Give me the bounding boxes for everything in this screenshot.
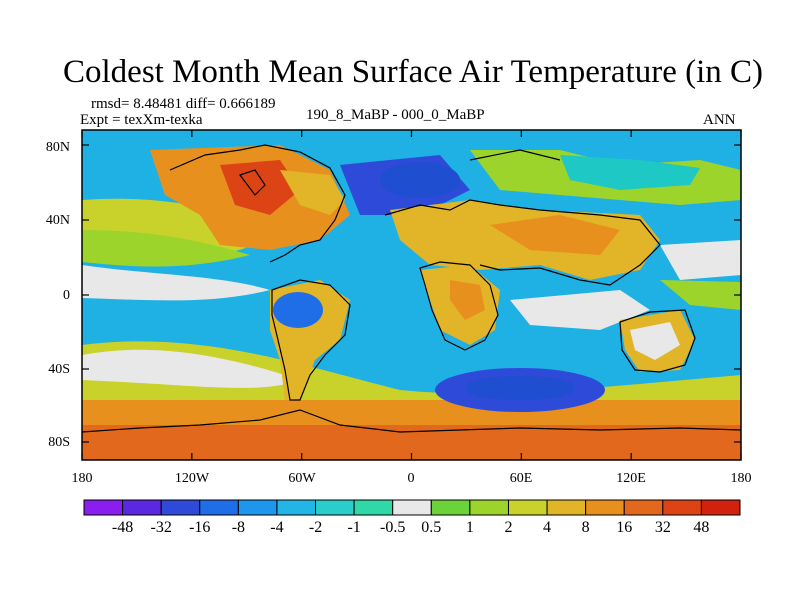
central-asia-warm [490, 215, 620, 255]
pacific-subtropics [82, 230, 250, 267]
colorbar-swatch-3 [199, 499, 239, 516]
colorbar-label-5: -2 [309, 519, 322, 536]
colorbar-swatch-7 [353, 499, 394, 516]
season-label: ANN [703, 112, 736, 128]
colorbar-label-10: 2 [504, 519, 512, 536]
colorbar-swatch-14 [623, 499, 664, 516]
colorbar-label-9: 1 [466, 519, 474, 536]
colorbar-label-14: 32 [655, 519, 671, 536]
colorbar-label-12: 8 [582, 519, 590, 536]
colorbar-swatch-4 [237, 499, 278, 516]
colorbar-label-4: -4 [270, 519, 283, 536]
lon-label-180e: 180 [731, 471, 752, 486]
indian-ocean-neutral [510, 290, 650, 330]
stats-label: rmsd= 8.48481 diff= 0.666189 [91, 96, 276, 112]
eurasia-outline [384, 199, 661, 286]
colorbar-swatch-12 [546, 499, 587, 516]
colorbar-label-1: -32 [151, 519, 172, 536]
lon-label-0: 0 [408, 471, 415, 486]
pacific-neutral-band [82, 265, 270, 301]
lat-label-0: 0 [63, 288, 70, 303]
colorbar-labels: -48 -32 -16 -8 -4 -2 -1 -0.5 0.5 1 2 4 8 16 32 48 [112, 519, 709, 536]
australia-outline [619, 309, 696, 373]
colorbar-label-7: -0.5 [380, 519, 405, 536]
lon-label-180w: 180 [72, 471, 93, 486]
colorbar-label-3: -8 [232, 519, 245, 536]
lat-label-40n: 40N [46, 213, 70, 228]
colorbar-swatch-0 [83, 499, 124, 516]
australia-neutral [630, 322, 680, 360]
arctic-coast-outline [469, 149, 561, 161]
experiment-label: Expt = texXm-texka [80, 112, 203, 128]
colorbar-swatch-10 [469, 499, 509, 516]
east-pacific-neutral [660, 240, 741, 280]
hudson-bay-outline [239, 169, 266, 196]
colorbar-swatch-15 [662, 499, 702, 516]
colorbar-label-15: 48 [693, 519, 709, 536]
lon-ticks [81, 130, 742, 460]
lat-label-80s: 80S [48, 435, 70, 450]
colorbar-swatch-9 [430, 499, 471, 516]
lat-labels: 80N 40N 0 40S 80S [46, 140, 70, 450]
africa-core [450, 280, 485, 320]
south-pacific-neutral [82, 349, 300, 388]
colorbar-swatch-2 [160, 499, 201, 516]
lon-label-60e: 60E [510, 471, 533, 486]
temperature-field [82, 130, 741, 460]
lon-label-60w: 60W [288, 471, 316, 486]
colorbar-label-11: 4 [543, 519, 551, 536]
colorbar [83, 499, 741, 516]
colorbar-label-6: -1 [347, 519, 360, 536]
colorbar-swatch-13 [585, 499, 625, 516]
arctic-cool-patch [560, 155, 700, 190]
lon-label-120w: 120W [175, 471, 210, 486]
hudson-region [280, 170, 345, 215]
continent-outlines [82, 144, 741, 433]
colorbar-swatch-8 [392, 499, 432, 516]
north-atlantic-core [380, 162, 460, 198]
colorbar-swatch-16 [700, 499, 741, 516]
colorbar-swatch-5 [276, 499, 317, 516]
lat-label-80n: 80N [46, 140, 70, 155]
antarctica-outline [82, 409, 741, 433]
colorbar-swatch-1 [122, 499, 162, 516]
north-america-core [220, 160, 300, 215]
colorbar-label-2: -16 [189, 519, 210, 536]
colorbar-label-0: -48 [112, 519, 133, 536]
map-title: Coldest Month Mean Surface Air Temperatu… [63, 54, 763, 90]
period-label: 190_8_MaBP - 000_0_MaBP [306, 107, 485, 123]
east-pacific-band [660, 280, 741, 310]
lon-labels: 180 120W 60W 0 60E 120E 180 [72, 471, 752, 486]
amazon-cool [273, 292, 323, 328]
colorbar-label-13: 16 [616, 519, 632, 536]
colorbar-swatch-11 [507, 499, 548, 516]
colorbar-label-8: 0.5 [421, 519, 441, 536]
africa-outline [419, 261, 499, 351]
lon-label-120e: 120E [616, 471, 646, 486]
lat-label-40s: 40S [48, 362, 70, 377]
north-america-outline [169, 144, 346, 263]
southern-indian-core [465, 376, 575, 400]
south-america-outline [271, 279, 351, 401]
colorbar-swatch-6 [315, 499, 355, 516]
lat-ticks [82, 144, 741, 443]
